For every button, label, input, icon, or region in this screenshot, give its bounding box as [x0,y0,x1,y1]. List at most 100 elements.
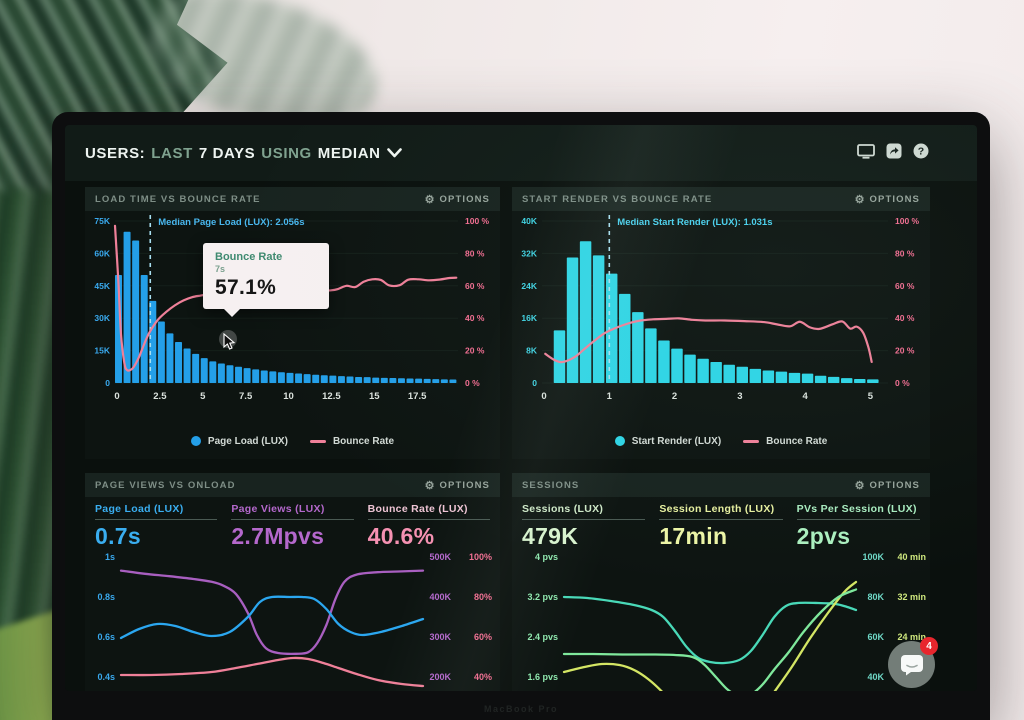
bounce-rate-line [544,317,873,364]
svg-text:15: 15 [369,391,380,402]
bars [553,241,879,383]
legend-bounce-rate[interactable]: Bounce Rate [743,436,827,447]
svg-text:0.6s: 0.6s [97,632,115,642]
chart-tooltip: Bounce Rate 7s 57.1% [203,243,329,317]
svg-text:80 %: 80 % [895,248,915,258]
series-line [562,580,858,691]
median-annotation: Median Start Render (LUX): 1.031s [608,215,773,383]
legend-bounce-rate[interactable]: Bounce Rate [309,436,394,447]
mouse-cursor-icon [219,330,237,356]
panel-sessions: SESSIONS ⚙ OPTIONS Sessions (LUX) 479K S… [512,473,930,691]
legend-start-render[interactable]: Start Render (LUX) [614,436,721,447]
svg-text:0: 0 [105,378,110,388]
panel-title: LOAD TIME VS BOUNCE RATE [95,193,261,205]
svg-text:0.4s: 0.4s [97,672,115,682]
legend-dot-icon [190,436,201,446]
header-word-last: LAST [151,144,193,162]
svg-text:5: 5 [200,391,206,402]
svg-text:32K: 32K [521,248,537,258]
svg-text:8K: 8K [526,346,538,356]
chart-legend: Start Render (LUX) Bounce Rate [512,426,930,456]
svg-text:Median Page Load (LUX): 2.056s: Median Page Load (LUX): 2.056s [158,217,304,228]
options-button[interactable]: ⚙ OPTIONS [424,193,490,206]
svg-text:200K: 200K [429,672,451,682]
page-views-chart[interactable]: 1s 500K 100% 0.8s 400K 80% 0.6s 300K 60% 0.4s 200K… [85,549,500,691]
axis-ticks: 1s 500K 100% 0.8s 400K 80% 0.6s 300K 60% 0.4s 200K… [97,552,492,682]
svg-text:60K: 60K [867,632,884,642]
svg-text:0.8s: 0.8s [97,592,115,602]
metric-page-views: Page Views (LUX) 2.7Mpvs [231,503,354,549]
axis-ticks: 75K 60K 45K 30K 15K 0 100 % 80 % 60 % 40 % 20 % 0 %… [94,216,489,402]
svg-text:24K: 24K [521,281,537,291]
legend-dot-icon [614,436,625,446]
options-button[interactable]: ⚙ OPTIONS [854,479,920,492]
load-time-chart[interactable]: 75K 60K 45K 30K 15K 0 100 % 80 % 60 % 40 % 20 % 0 %… [85,211,500,421]
series-line [119,656,425,688]
laptop: USERS: LAST 7 DAYS USING MEDIAN [52,112,990,720]
chart-legend: Page Load (LUX) Bounce Rate [85,426,500,456]
metric-page-load: Page Load (LUX) 0.7s [95,503,218,549]
svg-text:2.5: 2.5 [153,391,167,402]
svg-text:30K: 30K [94,313,110,323]
series-line [562,588,858,691]
panel-page-views-vs-onload: PAGE VIEWS VS ONLOAD ⚙ OPTIONS Page Load… [85,473,500,691]
svg-text:75K: 75K [94,216,110,226]
svg-text:100%: 100% [469,552,492,562]
svg-text:40K: 40K [521,216,537,226]
header-word-7days: 7 DAYS [198,144,256,162]
svg-text:17.5: 17.5 [408,391,427,402]
svg-text:100 %: 100 % [465,216,490,226]
svg-text:40 min: 40 min [897,552,926,562]
chat-widget-button[interactable]: 4 [888,637,938,688]
options-button[interactable]: ⚙ OPTIONS [854,193,920,206]
svg-text:45K: 45K [94,281,110,291]
share-icon[interactable] [886,143,902,159]
svg-text:5: 5 [868,391,874,402]
svg-text:15K: 15K [94,346,110,356]
svg-text:12.5: 12.5 [322,391,341,402]
filter-dropdown[interactable]: USERS: LAST 7 DAYS USING MEDIAN [85,145,402,162]
series-line [119,569,425,656]
svg-text:20 %: 20 % [465,346,485,356]
tooltip-subtitle: 7s [215,264,226,274]
svg-text:40 %: 40 % [465,313,485,323]
metrics-row: Page Load (LUX) 0.7s Page Views (LUX) 2.… [85,497,500,549]
header-word-users: USERS: [85,144,146,162]
chevron-down-icon [386,148,402,158]
gear-icon: ⚙ [424,479,436,492]
metric-pvs-per-session: PVs Per Session (LUX) 2pvs [796,503,920,549]
start-render-chart[interactable]: 40K 32K 24K 16K 8K 0 100 % 80 % 60 % 40 % 20 % 0 % 0… [512,211,930,421]
legend-page-load[interactable]: Page Load (LUX) [190,436,288,447]
svg-text:60 %: 60 % [895,281,915,291]
svg-text:0: 0 [541,391,546,402]
dashboard-header: USERS: LAST 7 DAYS USING MEDIAN [65,125,977,181]
header-word-median: MEDIAN [317,144,381,162]
sessions-chart[interactable]: 4 pvs 100K 40 min 3.2 pvs 80K 32 min 2.4 pvs 60… [512,549,930,691]
svg-text:100 %: 100 % [895,216,920,226]
metrics-row: Sessions (LUX) 479K Session Length (LUX)… [512,497,930,549]
chat-bubble-icon [900,654,923,675]
svg-text:0 %: 0 % [465,378,480,388]
svg-text:500K: 500K [429,552,451,562]
display-icon[interactable] [857,143,875,159]
metric-bounce-rate: Bounce Rate (LUX) 40.6% [367,503,490,549]
svg-text:0: 0 [114,391,119,402]
svg-text:40%: 40% [474,672,492,682]
svg-text:4: 4 [802,391,808,402]
legend-line-icon [743,439,760,443]
svg-text:0: 0 [532,378,537,388]
dashboard-screen: USERS: LAST 7 DAYS USING MEDIAN [65,125,977,691]
panel-title: PAGE VIEWS VS ONLOAD [95,479,236,491]
metric-session-length: Session Length (LUX) 17min [659,503,783,549]
axis-ticks: 4 pvs 100K 40 min 3.2 pvs 80K 32 min 2.4 pvs 60… [527,552,926,682]
svg-text:3: 3 [737,391,742,402]
options-button[interactable]: ⚙ OPTIONS [424,479,490,492]
panel-load-time-vs-bounce-rate: LOAD TIME VS BOUNCE RATE ⚙ OPTIONS 75K 60… [85,187,500,459]
svg-text:40 %: 40 % [895,313,915,323]
svg-text:80%: 80% [474,592,492,602]
help-icon[interactable]: ? [913,143,929,159]
tooltip-value: 57.1% [215,276,277,299]
svg-text:60%: 60% [474,632,492,642]
legend-line-icon [309,439,326,443]
